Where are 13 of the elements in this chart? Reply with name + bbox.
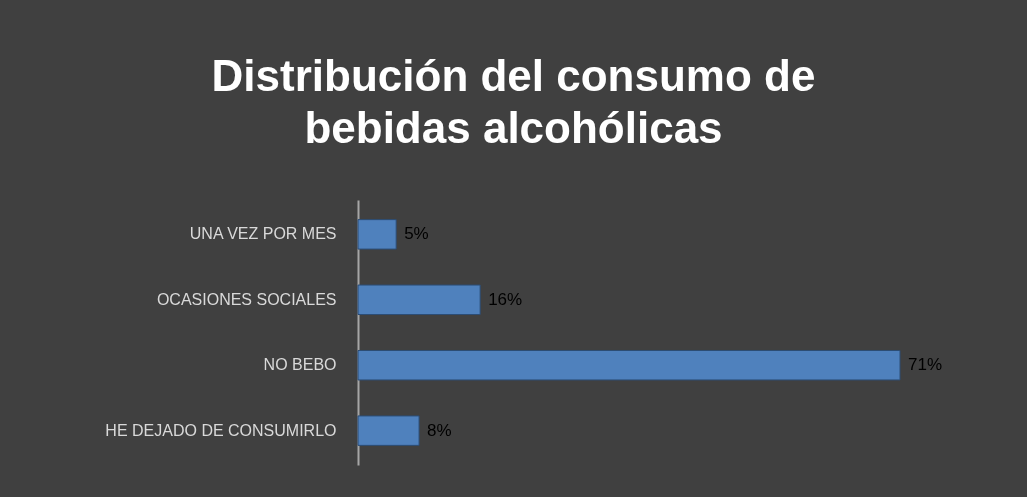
data-label: 5%	[404, 224, 429, 244]
chart-title: Distribución del consumo de bebidas alcohólicas	[211, 51, 816, 152]
data-label: 8%	[427, 420, 452, 440]
bar	[357, 349, 901, 381]
bar	[357, 284, 481, 316]
bar	[357, 415, 420, 446]
y-tick-label: UNA VEZ POR MES	[189, 225, 337, 243]
y-tick-label: NO BEBO	[263, 356, 337, 374]
y-tick-label: OCASIONES SOCIALES	[156, 290, 337, 308]
bar	[357, 219, 397, 250]
data-label: 71%	[908, 355, 943, 375]
y-tick-label: HE DEJADO DE CONSUMIRLO	[105, 421, 337, 439]
data-label: 16%	[488, 289, 523, 309]
